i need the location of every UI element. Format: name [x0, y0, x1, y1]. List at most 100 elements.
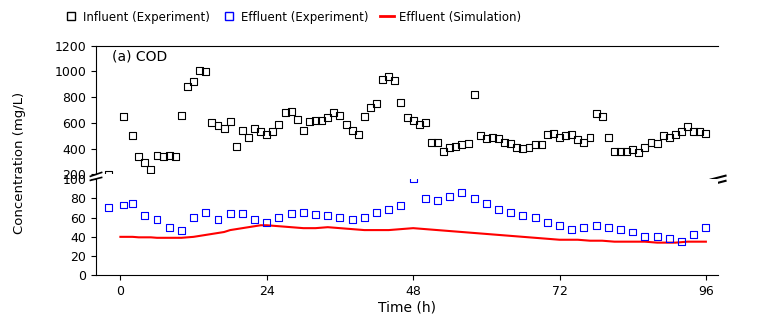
Point [364, 105, 376, 110]
Point [230, 143, 243, 149]
Point [559, 133, 571, 138]
Point [224, 211, 237, 216]
Point [389, 78, 401, 83]
Point [669, 132, 681, 137]
Point [614, 227, 627, 232]
Point [590, 223, 602, 228]
Point [492, 136, 505, 141]
Point [382, 207, 395, 213]
Point [627, 147, 639, 153]
Point [554, 134, 566, 140]
Point [218, 126, 230, 131]
Point [395, 203, 407, 209]
Point [163, 153, 175, 158]
Point [254, 129, 266, 135]
Point [474, 133, 486, 138]
Point [382, 74, 395, 79]
Point [444, 194, 456, 199]
Point [175, 112, 187, 118]
Point [401, 115, 413, 120]
Point [578, 225, 590, 230]
Point [633, 150, 645, 155]
Point [273, 215, 285, 220]
Point [303, 119, 316, 124]
Point [681, 124, 694, 129]
Point [127, 200, 139, 206]
Point [596, 114, 608, 119]
Point [505, 141, 517, 146]
Point [260, 220, 273, 225]
Point [151, 153, 163, 158]
Point [260, 132, 273, 137]
Point [266, 129, 279, 135]
Point [687, 129, 700, 135]
Point [565, 132, 578, 137]
Point [700, 131, 712, 136]
Point [243, 134, 255, 140]
Point [370, 101, 382, 106]
Point [237, 211, 249, 216]
Point [529, 215, 541, 220]
Point [175, 228, 187, 233]
Point [297, 128, 310, 133]
Point [169, 154, 181, 159]
Point [663, 134, 675, 140]
Point [584, 134, 596, 140]
Point [517, 213, 529, 218]
Point [316, 118, 328, 123]
Point [273, 122, 285, 127]
Point [163, 225, 175, 230]
Point [413, 122, 425, 127]
Point [602, 225, 614, 230]
Point [248, 126, 260, 131]
Point [144, 167, 157, 172]
Point [468, 196, 480, 201]
Point [687, 232, 700, 238]
Point [181, 84, 194, 89]
Point [651, 141, 664, 146]
Point [651, 234, 664, 240]
Point [541, 132, 554, 137]
Point [627, 230, 639, 235]
Point [310, 212, 322, 217]
Point [419, 120, 432, 126]
Point [498, 140, 511, 145]
Point [322, 213, 334, 218]
Point [602, 134, 614, 140]
Point [663, 236, 675, 241]
Point [187, 215, 200, 220]
Point [310, 118, 322, 123]
Point [224, 119, 237, 124]
Point [212, 123, 224, 128]
Point [621, 149, 633, 154]
Point [675, 129, 687, 135]
Point [517, 146, 529, 151]
Point [358, 114, 370, 119]
Point [608, 149, 621, 154]
Point [554, 223, 566, 228]
Point [358, 215, 370, 220]
Text: (a) COD: (a) COD [111, 50, 167, 64]
Point [565, 227, 578, 232]
Point [419, 196, 432, 201]
X-axis label: Time (h): Time (h) [378, 301, 436, 315]
Point [212, 217, 224, 222]
Point [529, 142, 541, 147]
Point [370, 210, 382, 215]
Point [444, 145, 456, 150]
Point [127, 133, 139, 138]
Point [346, 217, 359, 222]
Point [645, 140, 657, 145]
Point [455, 190, 468, 195]
Point [675, 239, 687, 244]
Point [657, 133, 670, 138]
Point [200, 210, 212, 215]
Point [700, 225, 712, 230]
Point [206, 120, 218, 126]
Point [118, 114, 130, 119]
Point [352, 132, 364, 137]
Point [157, 154, 169, 159]
Point [297, 210, 310, 215]
Point [480, 200, 492, 206]
Point [133, 154, 145, 159]
